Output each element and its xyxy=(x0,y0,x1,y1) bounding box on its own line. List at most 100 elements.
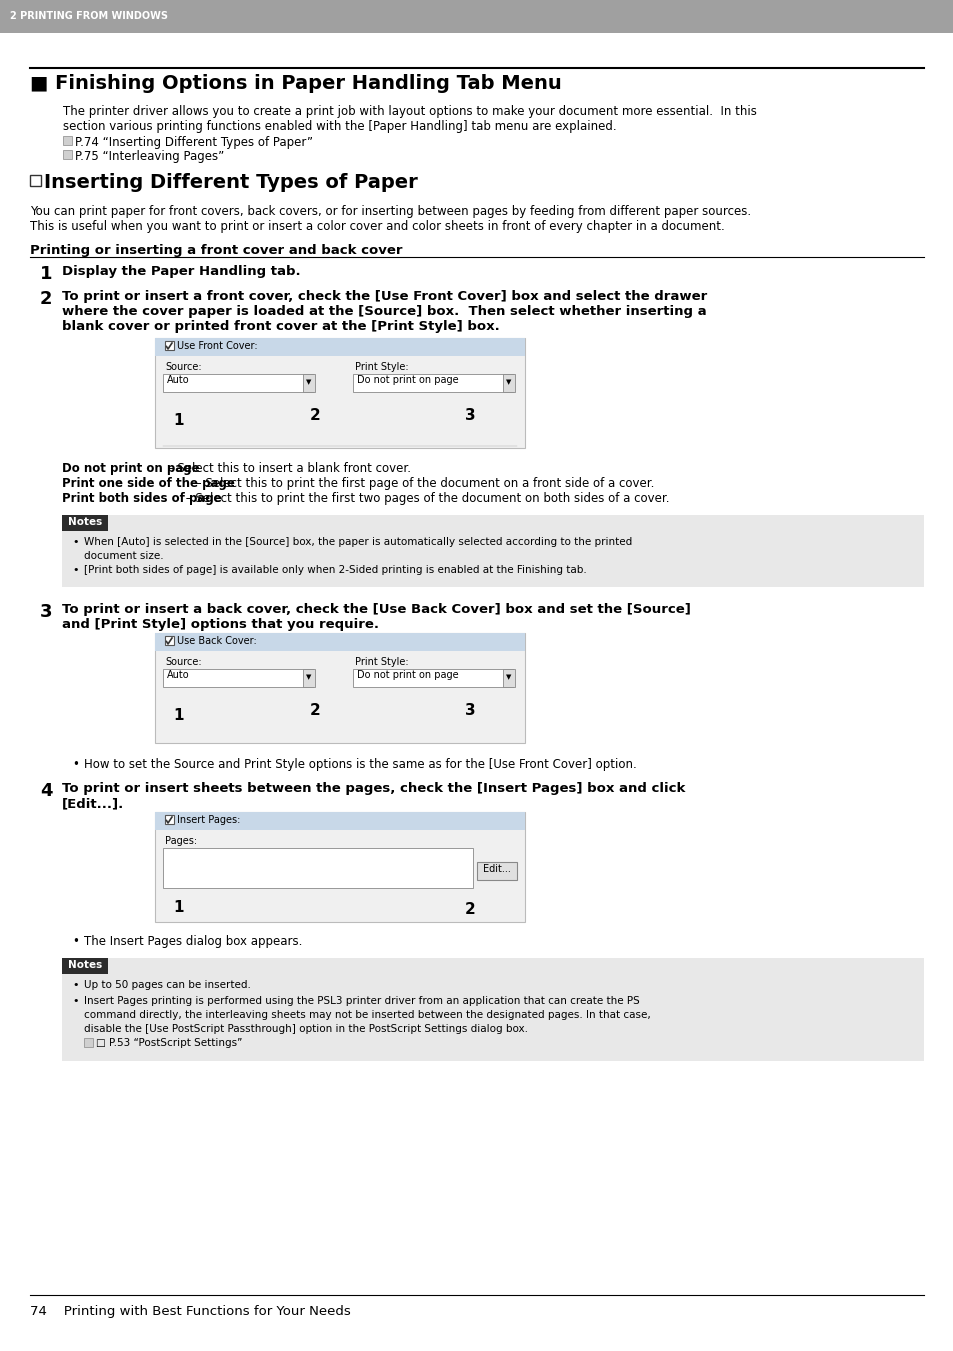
Text: Print both sides of page: Print both sides of page xyxy=(62,492,221,505)
Bar xyxy=(163,374,313,392)
Text: You can print paper for front covers, back covers, or for inserting between page: You can print paper for front covers, ba… xyxy=(30,205,750,218)
Text: Notes: Notes xyxy=(68,517,102,527)
Bar xyxy=(154,338,524,449)
Text: Use Back Cover:: Use Back Cover: xyxy=(177,636,256,646)
Bar xyxy=(62,515,108,531)
Bar xyxy=(62,958,108,974)
Bar xyxy=(165,340,173,350)
Text: Pages:: Pages: xyxy=(165,836,197,846)
Bar xyxy=(165,636,173,644)
Bar xyxy=(303,374,314,392)
Bar xyxy=(154,812,524,921)
Bar xyxy=(0,0,953,32)
Text: When [Auto] is selected in the [Source] box, the paper is automatically selected: When [Auto] is selected in the [Source] … xyxy=(84,536,632,547)
Text: This is useful when you want to print or insert a color cover and color sheets i: This is useful when you want to print or… xyxy=(30,220,724,232)
Bar xyxy=(476,862,517,880)
Text: Source:: Source: xyxy=(165,657,201,667)
Text: •: • xyxy=(71,935,79,948)
Text: Do not print on page: Do not print on page xyxy=(356,670,458,680)
Bar xyxy=(163,848,473,888)
Text: The Insert Pages dialog box appears.: The Insert Pages dialog box appears. xyxy=(84,935,302,948)
Text: 2: 2 xyxy=(40,290,52,308)
Text: – Select this to print the first page of the document on a front side of a cover: – Select this to print the first page of… xyxy=(192,477,654,490)
Text: disable the [Use PostScript Passthrough] option in the PostScript Settings dialo: disable the [Use PostScript Passthrough]… xyxy=(84,1024,527,1034)
Text: Insert Pages printing is performed using the PSL3 printer driver from an applica: Insert Pages printing is performed using… xyxy=(84,996,639,1006)
Text: Display the Paper Handling tab.: Display the Paper Handling tab. xyxy=(62,265,300,278)
Bar xyxy=(63,150,71,159)
Bar xyxy=(502,669,515,688)
Text: Source:: Source: xyxy=(165,362,201,372)
Text: Do not print on page: Do not print on page xyxy=(62,462,199,476)
Text: Do not print on page: Do not print on page xyxy=(356,376,458,385)
Bar xyxy=(154,634,524,651)
Text: •: • xyxy=(71,565,78,576)
Bar xyxy=(165,815,173,824)
Text: Insert Pages:: Insert Pages: xyxy=(177,815,240,825)
Text: 3: 3 xyxy=(40,603,52,621)
Text: [Edit...].: [Edit...]. xyxy=(62,797,124,811)
Text: Edit...: Edit... xyxy=(482,865,511,874)
Text: Auto: Auto xyxy=(167,376,190,385)
Bar xyxy=(63,136,71,145)
Text: 4: 4 xyxy=(40,782,52,800)
Text: 1: 1 xyxy=(172,900,183,915)
Bar xyxy=(502,374,515,392)
Text: Up to 50 pages can be inserted.: Up to 50 pages can be inserted. xyxy=(84,979,251,990)
Text: □ P.53 “PostScript Settings”: □ P.53 “PostScript Settings” xyxy=(96,1038,242,1048)
Text: 3: 3 xyxy=(464,703,476,717)
Text: To print or insert a back cover, check the [Use Back Cover] box and set the [Sou: To print or insert a back cover, check t… xyxy=(62,603,690,616)
Bar xyxy=(84,1038,92,1047)
Text: 2 PRINTING FROM WINDOWS: 2 PRINTING FROM WINDOWS xyxy=(10,11,168,22)
Bar xyxy=(62,515,923,586)
Text: •: • xyxy=(71,979,78,990)
Text: [Print both sides of page] is available only when 2-Sided printing is enabled at: [Print both sides of page] is available … xyxy=(84,565,586,576)
Text: 2: 2 xyxy=(310,703,320,717)
Text: •: • xyxy=(71,536,78,547)
Text: Print one side of the page: Print one side of the page xyxy=(62,477,234,490)
Text: Use Front Cover:: Use Front Cover: xyxy=(177,340,257,351)
Text: Inserting Different Types of Paper: Inserting Different Types of Paper xyxy=(44,173,417,192)
Text: 2: 2 xyxy=(464,902,476,917)
Text: P.74 “Inserting Different Types of Paper”: P.74 “Inserting Different Types of Paper… xyxy=(75,136,313,149)
Text: The printer driver allows you to create a print job with layout options to make : The printer driver allows you to create … xyxy=(63,105,756,118)
Text: 74    Printing with Best Functions for Your Needs: 74 Printing with Best Functions for Your… xyxy=(30,1305,351,1319)
Bar xyxy=(154,634,524,743)
Text: where the cover paper is loaded at the [Source] box.  Then select whether insert: where the cover paper is loaded at the [… xyxy=(62,305,706,317)
Text: 2: 2 xyxy=(310,408,320,423)
Bar xyxy=(163,669,313,688)
Text: •: • xyxy=(71,758,79,771)
Text: ▼: ▼ xyxy=(505,380,511,385)
Text: Printing or inserting a front cover and back cover: Printing or inserting a front cover and … xyxy=(30,245,402,257)
Text: Notes: Notes xyxy=(68,961,102,970)
Text: section various printing functions enabled with the [Paper Handling] tab menu ar: section various printing functions enabl… xyxy=(63,120,616,132)
Text: – Select this to insert a blank front cover.: – Select this to insert a blank front co… xyxy=(164,462,411,476)
Bar xyxy=(353,374,513,392)
Text: To print or insert a front cover, check the [Use Front Cover] box and select the: To print or insert a front cover, check … xyxy=(62,290,706,303)
Text: and [Print Style] options that you require.: and [Print Style] options that you requi… xyxy=(62,617,378,631)
Text: P.75 “Interleaving Pages”: P.75 “Interleaving Pages” xyxy=(75,150,224,163)
Text: ▼: ▼ xyxy=(306,674,311,680)
Text: Print Style:: Print Style: xyxy=(355,362,408,372)
Text: document size.: document size. xyxy=(84,551,164,561)
Bar xyxy=(154,812,524,830)
Text: ■ Finishing Options in Paper Handling Tab Menu: ■ Finishing Options in Paper Handling Ta… xyxy=(30,74,561,93)
Text: 1: 1 xyxy=(172,413,183,428)
Text: To print or insert sheets between the pages, check the [Insert Pages] box and cl: To print or insert sheets between the pa… xyxy=(62,782,684,794)
Text: 1: 1 xyxy=(172,708,183,723)
Text: command directly, the interleaving sheets may not be inserted between the design: command directly, the interleaving sheet… xyxy=(84,1011,650,1020)
Bar xyxy=(303,669,314,688)
Text: Print Style:: Print Style: xyxy=(355,657,408,667)
Text: How to set the Source and Print Style options is the same as for the [Use Front : How to set the Source and Print Style op… xyxy=(84,758,636,771)
Bar xyxy=(353,669,513,688)
Bar xyxy=(30,176,41,186)
Bar xyxy=(62,958,923,1061)
Text: ▼: ▼ xyxy=(505,674,511,680)
Text: •: • xyxy=(71,996,78,1006)
Text: blank cover or printed front cover at the [Print Style] box.: blank cover or printed front cover at th… xyxy=(62,320,499,332)
Text: ▼: ▼ xyxy=(306,380,311,385)
Text: 3: 3 xyxy=(464,408,476,423)
Bar xyxy=(154,338,524,357)
Text: Auto: Auto xyxy=(167,670,190,680)
Text: – Select this to print the first two pages of the document on both sides of a co: – Select this to print the first two pag… xyxy=(182,492,669,505)
Text: 1: 1 xyxy=(40,265,52,282)
